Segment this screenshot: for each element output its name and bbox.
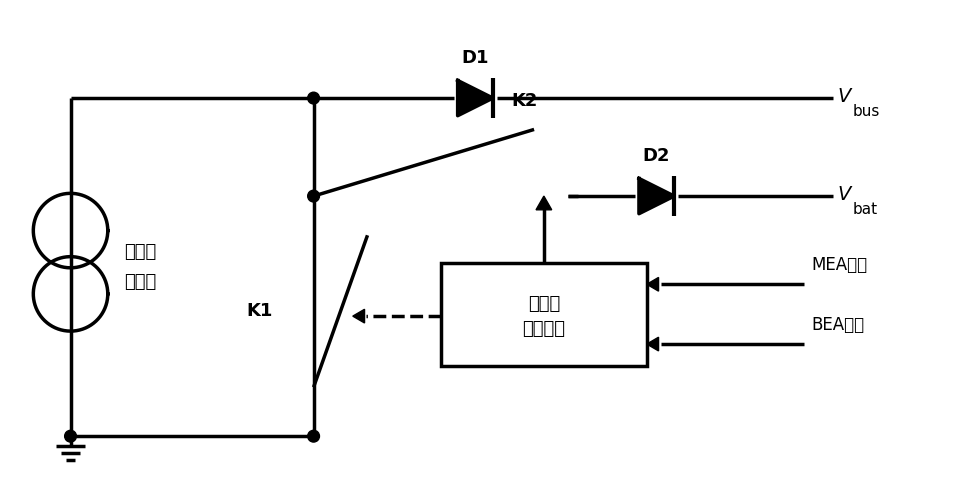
Polygon shape — [646, 277, 658, 291]
Text: bat: bat — [852, 202, 876, 217]
Circle shape — [308, 92, 319, 104]
Text: 控制与: 控制与 — [528, 295, 560, 313]
Text: $V$: $V$ — [836, 87, 853, 106]
Circle shape — [33, 193, 107, 268]
Circle shape — [308, 190, 319, 202]
Polygon shape — [638, 178, 673, 214]
Text: D2: D2 — [642, 147, 669, 165]
Circle shape — [64, 430, 76, 442]
Text: 太阳电: 太阳电 — [124, 244, 156, 261]
Circle shape — [33, 256, 107, 331]
Text: 池子阵: 池子阵 — [124, 273, 156, 291]
Text: 驱动电路: 驱动电路 — [522, 320, 565, 338]
Polygon shape — [457, 81, 492, 116]
Circle shape — [308, 430, 319, 442]
Text: bus: bus — [852, 104, 879, 119]
Text: BEA电压: BEA电压 — [811, 316, 864, 334]
Polygon shape — [353, 309, 364, 323]
Text: $V$: $V$ — [836, 185, 853, 204]
Text: K2: K2 — [511, 92, 537, 110]
Text: MEA电压: MEA电压 — [811, 256, 867, 274]
Bar — [441, 263, 646, 366]
Polygon shape — [535, 196, 551, 210]
Text: D1: D1 — [461, 49, 488, 67]
Text: K1: K1 — [246, 302, 273, 320]
Polygon shape — [646, 337, 658, 351]
